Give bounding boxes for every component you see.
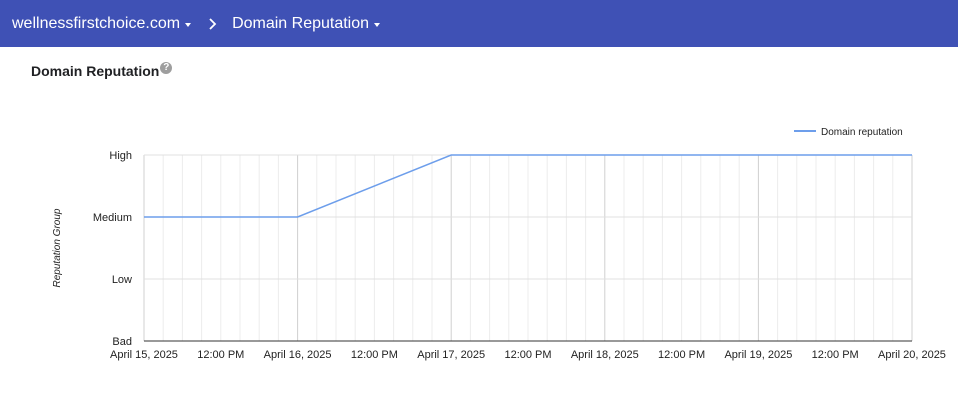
chevron-right-icon (209, 17, 217, 30)
series-line-domain-reputation (144, 154, 912, 218)
x-tick-label: April 19, 2025 (724, 349, 792, 361)
y-tick-label: Bad (112, 336, 132, 348)
x-tick-label: 12:00 PM (658, 349, 705, 361)
x-tick-label: April 15, 2025 (110, 349, 178, 361)
x-tick-label: 12:00 PM (197, 349, 244, 361)
y-tick-label: Low (112, 274, 132, 286)
help-icon[interactable]: ? (160, 62, 173, 74)
y-tick-label: High (109, 150, 132, 162)
caret-down-icon (374, 22, 381, 27)
section-selector[interactable]: Domain Reputation (232, 14, 381, 33)
top-app-bar: wellnessfirstchoice.com Domain Reputatio… (0, 0, 958, 47)
x-tick-label: April 20, 2025 (878, 349, 946, 361)
x-tick-label: April 16, 2025 (264, 349, 332, 361)
x-tick-label: 12:00 PM (812, 349, 859, 361)
page-title-text: Domain Reputation (31, 63, 160, 79)
x-tick-label: 12:00 PM (504, 349, 551, 361)
section-selector-label: Domain Reputation (232, 14, 370, 32)
caret-down-icon (185, 22, 192, 27)
y-axis-title: Reputation Group (52, 208, 63, 287)
x-tick-label: April 18, 2025 (571, 349, 639, 361)
page-title: Domain Reputation ? (31, 62, 173, 79)
domain-selector[interactable]: wellnessfirstchoice.com (12, 14, 192, 33)
x-tick-label: April 17, 2025 (417, 349, 485, 361)
domain-selector-label: wellnessfirstchoice.com (12, 14, 181, 32)
x-tick-label: 12:00 PM (351, 349, 398, 361)
y-tick-label: Medium (93, 212, 132, 224)
legend-label: Domain reputation (821, 127, 903, 138)
